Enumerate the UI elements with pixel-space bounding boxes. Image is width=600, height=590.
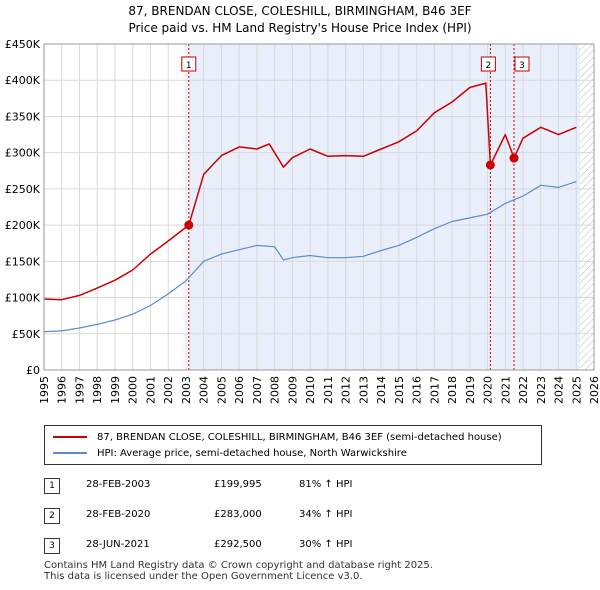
price-chart: 1 2 3 £0 £50K £100K £150K £200K £250K £300K £350K… bbox=[5, 38, 600, 404]
legend-item-hpi: HPI: Average price, semi-detached house,… bbox=[53, 445, 407, 461]
transaction-number: 2 bbox=[44, 508, 60, 524]
legend: 87, BRENDAN CLOSE, COLESHILL, BIRMINGHAM… bbox=[44, 425, 542, 465]
sale-label-number: 3 bbox=[519, 61, 525, 71]
x-tick-label: 2007 bbox=[251, 376, 264, 404]
sale-label-number: 2 bbox=[486, 61, 492, 71]
y-tick-label: £250K bbox=[5, 183, 41, 196]
x-tick-label: 2019 bbox=[464, 376, 477, 404]
transaction-hpi: 81% ↑ HPI bbox=[299, 479, 353, 490]
x-tick-label: 2016 bbox=[411, 376, 424, 404]
x-tick-label: 2003 bbox=[180, 376, 193, 404]
chart-title-line2: Price paid vs. HM Land Registry's House … bbox=[128, 21, 472, 35]
y-tick-label: £300K bbox=[5, 147, 41, 160]
plot-border bbox=[43, 43, 595, 371]
ownership-shaded-region bbox=[188, 44, 580, 370]
transaction-row: 2 28-FEB-2020 £283,000 34% ↑ HPI bbox=[44, 508, 504, 526]
hpi-line bbox=[43, 181, 577, 333]
y-tick-label: £400K bbox=[5, 74, 41, 87]
x-tick-label: 2018 bbox=[446, 376, 459, 404]
x-tick-label: 2010 bbox=[304, 376, 317, 404]
sale-point bbox=[184, 220, 194, 230]
x-tick-label: 2024 bbox=[553, 376, 566, 404]
x-tick-label: 2005 bbox=[215, 376, 228, 404]
legend-label-hpi: HPI: Average price, semi-detached house,… bbox=[97, 447, 407, 459]
transaction-row: 1 28-FEB-2003 £199,995 81% ↑ HPI bbox=[44, 478, 504, 496]
transaction-date: 28-JUN-2021 bbox=[86, 539, 150, 550]
y-tick-label: £350K bbox=[5, 110, 41, 123]
x-tick-label: 2008 bbox=[269, 376, 282, 404]
sale-label-box bbox=[181, 56, 197, 72]
transaction-price: £199,995 bbox=[214, 479, 262, 490]
y-tick-label: £450K bbox=[5, 38, 41, 51]
x-tick-label: 2000 bbox=[127, 376, 140, 404]
transaction-hpi: 30% ↑ HPI bbox=[299, 539, 353, 550]
x-tick-label: 2017 bbox=[428, 376, 441, 404]
x-tick-label: 1999 bbox=[109, 376, 122, 404]
transaction-number: 1 bbox=[44, 478, 60, 494]
x-tick-label: 2006 bbox=[233, 376, 246, 404]
x-tick-label: 1997 bbox=[73, 376, 86, 404]
y-tick-label: £100K bbox=[5, 292, 41, 305]
transaction-date: 28-FEB-2020 bbox=[86, 509, 151, 520]
property-price-line bbox=[43, 82, 577, 301]
x-tick-label: 2015 bbox=[393, 376, 406, 404]
x-tick-label: 2021 bbox=[499, 376, 512, 404]
x-tick-label: 2025 bbox=[570, 376, 583, 404]
x-tick-label: 2026 bbox=[588, 376, 600, 404]
x-tick-label: 2011 bbox=[322, 376, 335, 404]
transaction-number: 3 bbox=[44, 538, 60, 554]
x-tick-label: 2022 bbox=[517, 376, 530, 404]
x-tick-label: 2014 bbox=[375, 376, 388, 404]
sale-label-number: 1 bbox=[186, 61, 192, 71]
x-tick-label: 2013 bbox=[357, 376, 370, 404]
x-tick-label: 1995 bbox=[38, 376, 51, 404]
x-tick-label: 2012 bbox=[340, 376, 353, 404]
transaction-hpi: 34% ↑ HPI bbox=[299, 509, 353, 520]
x-tick-label: 2004 bbox=[198, 376, 211, 404]
y-tick-label: £50K bbox=[12, 328, 41, 341]
transaction-date: 28-FEB-2003 bbox=[86, 479, 151, 490]
y-tick-label: £200K bbox=[5, 219, 41, 232]
chart-title-line1: 87, BRENDAN CLOSE, COLESHILL, BIRMINGHAM… bbox=[128, 4, 472, 18]
sale-label-box bbox=[514, 56, 530, 72]
footer-copyright: Contains HM Land Registry data © Crown c… bbox=[44, 560, 433, 571]
transaction-price: £292,500 bbox=[214, 539, 262, 550]
legend-label-property: 87, BRENDAN CLOSE, COLESHILL, BIRMINGHAM… bbox=[97, 431, 502, 443]
x-tick-label: 1998 bbox=[91, 376, 104, 404]
transaction-row: 3 28-JUN-2021 £292,500 30% ↑ HPI bbox=[44, 538, 504, 556]
y-tick-label: £150K bbox=[5, 255, 41, 268]
legend-item-property: 87, BRENDAN CLOSE, COLESHILL, BIRMINGHAM… bbox=[53, 429, 502, 445]
x-tick-label: 2023 bbox=[535, 376, 548, 404]
sale-point bbox=[485, 160, 495, 170]
footer-licence: This data is licensed under the Open Gov… bbox=[44, 571, 363, 582]
legend-swatch-property bbox=[53, 436, 87, 438]
y-tick-label: £0 bbox=[26, 364, 40, 377]
x-tick-label: 1996 bbox=[56, 376, 69, 404]
sale-point bbox=[509, 153, 519, 163]
transaction-price: £283,000 bbox=[214, 509, 262, 520]
x-tick-label: 2020 bbox=[482, 376, 495, 404]
sale-label-box bbox=[480, 56, 496, 72]
x-tick-label: 2009 bbox=[286, 376, 299, 404]
x-tick-label: 2001 bbox=[144, 376, 157, 404]
legend-swatch-hpi bbox=[53, 452, 87, 454]
forecast-hatched-region bbox=[579, 44, 594, 370]
x-tick-label: 2002 bbox=[162, 376, 175, 404]
